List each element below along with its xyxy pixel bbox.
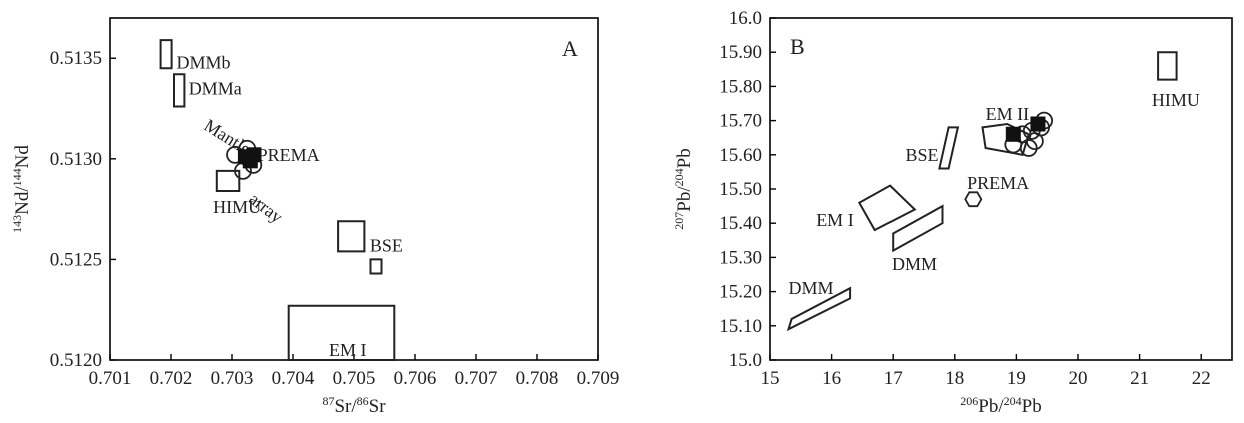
y-tick-label: 15.70 [719, 111, 762, 132]
field-dmma [173, 73, 186, 108]
y-tick-label: 15.0 [729, 350, 762, 371]
data-point-filled-square [1005, 126, 1021, 142]
field-bse [337, 220, 366, 253]
x-tick-label: 16 [822, 368, 841, 389]
field-label: DMM [788, 278, 833, 298]
field-dmm-low [786, 286, 852, 332]
y-tick-label: 0.5135 [50, 48, 102, 69]
x-tick-label: 0.702 [150, 368, 193, 389]
field-dmm [892, 204, 944, 253]
y-tick-label: 15.30 [719, 247, 762, 268]
panel-label: B [790, 34, 805, 59]
y-tick-label: 16.0 [729, 8, 762, 29]
panel-a-sr-nd-plot: 0.701 0.702 0.703 0.704 0.705 0.706 0.707 0.708… [10, 17, 620, 417]
x-tick-label: 0.706 [394, 368, 437, 389]
data-point-filled-square [1030, 116, 1046, 132]
x-tick-label: 0.704 [272, 368, 315, 389]
field-dmmb [159, 39, 173, 70]
x-tick-label: 0.707 [455, 368, 498, 389]
x-tick-label: 18 [945, 368, 964, 389]
y-tick-label: 15.80 [719, 76, 762, 97]
prema-hexagon-marker [964, 191, 983, 208]
field-em-i [857, 184, 917, 232]
field-label: DMMa [189, 78, 242, 98]
x-tick-label: 19 [1007, 368, 1026, 389]
annotation-label: PREMA [967, 173, 1029, 193]
y-tick-label: 0.5130 [50, 149, 102, 170]
field-label: DMMb [176, 52, 230, 72]
field-label: BSE [370, 235, 403, 255]
field-bse-small [369, 258, 383, 275]
field-label: EM II [986, 104, 1030, 124]
field-em-i [287, 304, 396, 361]
annotation-label: array [245, 188, 286, 227]
field-label: BSE [906, 145, 939, 165]
x-tick-label: 0.701 [89, 368, 132, 389]
x-tick-label: 21 [1130, 368, 1149, 389]
x-axis-label: 87Sr/86Sr [322, 394, 386, 417]
x-tick-label: 0.703 [211, 368, 254, 389]
y-tick-label: 15.50 [719, 179, 762, 200]
field-label: DMM [892, 254, 937, 274]
y-axis-label: 207Pb/204Pb [672, 148, 695, 229]
y-tick-label: 0.5125 [50, 249, 102, 270]
panel-b-pb-pb-plot: 15 16 17 18 19 20 21 22 15.0 15.10 15.20 15.30 15.40… [672, 8, 1233, 417]
x-tick-label: 22 [1192, 368, 1211, 389]
field-label: HIMU [213, 197, 261, 217]
x-tick-label: 15 [761, 368, 780, 389]
field-label: EM I [816, 210, 854, 230]
x-axis-label: 206Pb/204Pb [960, 394, 1041, 417]
x-tick-label: 0.705 [333, 368, 376, 389]
x-tick-label: 20 [1069, 368, 1088, 389]
field-em-ii [981, 122, 1030, 156]
y-tick-label: 15.40 [719, 213, 762, 234]
annotation-label: PREMA [258, 145, 320, 165]
y-tick-label: 15.20 [719, 282, 762, 303]
field-himu [1157, 51, 1178, 81]
panel-label: A [562, 36, 578, 61]
y-tick-label: 15.90 [719, 42, 762, 63]
y-tick-label: 15.60 [719, 145, 762, 166]
x-tick-label: 17 [884, 368, 903, 389]
y-tick-label: 15.10 [719, 316, 762, 337]
field-label: EM I [329, 340, 367, 360]
data-point-filled-square [242, 153, 258, 169]
field-himu [215, 169, 241, 192]
y-axis-label: 143Nd/144Nd [10, 145, 33, 233]
x-tick-label: 0.709 [577, 368, 620, 389]
field-label: HIMU [1152, 90, 1200, 110]
x-tick-label: 0.708 [516, 368, 559, 389]
field-bse [938, 126, 960, 170]
y-tick-label: 0.5120 [50, 350, 102, 371]
